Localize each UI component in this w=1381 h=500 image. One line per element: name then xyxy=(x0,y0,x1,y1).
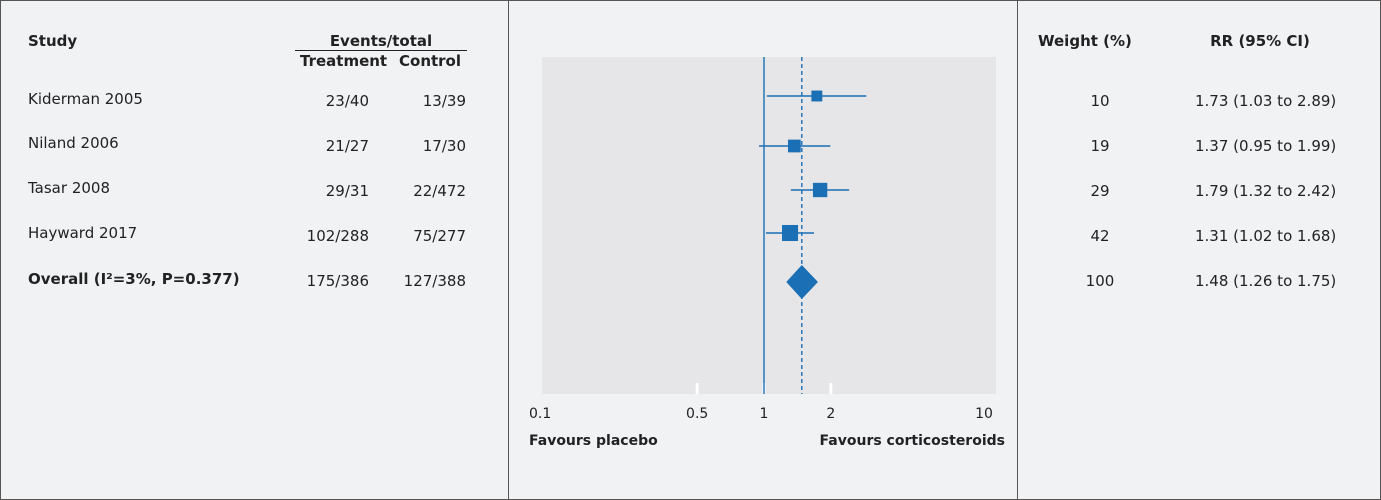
control-events: 17/30 xyxy=(422,137,466,155)
events-total-header: Events/total xyxy=(329,32,433,50)
weight-value: 10 xyxy=(1090,92,1110,110)
column-divider-right xyxy=(1017,0,1018,500)
control-header: Control xyxy=(399,52,462,70)
treatment-events: 21/27 xyxy=(325,137,369,155)
control-events: 75/277 xyxy=(413,227,466,245)
study-name: Kiderman 2005 xyxy=(28,90,143,108)
study-marker xyxy=(811,90,823,102)
weight-value: 19 xyxy=(1090,137,1110,155)
control-events: 22/472 xyxy=(413,182,466,200)
treatment-header: Treatment xyxy=(300,52,388,70)
x-tick-label: 0.5 xyxy=(686,406,709,422)
study-marker xyxy=(782,224,799,242)
rr-value: 1.37 (0.95 to 1.99) xyxy=(1195,137,1337,155)
treatment-events: 102/288 xyxy=(306,227,369,245)
study-name: Tasar 2008 xyxy=(28,179,110,197)
rr-value: 1.73 (1.03 to 2.89) xyxy=(1195,92,1337,110)
overall-label: Overall (I²=3%, P=0.377) xyxy=(28,270,240,288)
x-tick-label: 1 xyxy=(759,406,769,422)
plot-area xyxy=(542,57,996,394)
control-events: 127/388 xyxy=(403,272,466,290)
study-name: Niland 2006 xyxy=(28,134,119,152)
rr-value: 1.31 (1.02 to 1.68) xyxy=(1195,227,1337,245)
column-divider-left xyxy=(508,0,509,500)
favours-corticosteroids-label: Favours corticosteroids xyxy=(819,433,1005,449)
rr-value: 1.79 (1.32 to 2.42) xyxy=(1195,182,1337,200)
study-marker xyxy=(812,182,828,198)
control-events: 13/39 xyxy=(422,92,466,110)
x-tick-label: 10 xyxy=(975,406,993,422)
overall-diamond xyxy=(786,265,818,299)
treatment-events: 29/31 xyxy=(325,182,369,200)
treatment-events: 175/386 xyxy=(306,272,369,290)
x-tick-label: 0.1 xyxy=(529,406,552,422)
favours-placebo-label: Favours placebo xyxy=(529,433,658,449)
x-tick-label: 2 xyxy=(826,406,836,422)
treatment-events: 23/40 xyxy=(325,92,369,110)
weight-header: Weight (%) xyxy=(1038,32,1132,50)
weight-value: 29 xyxy=(1090,182,1110,200)
study-header: Study xyxy=(28,32,78,50)
rr-header: RR (95% CI) xyxy=(1210,32,1310,50)
study-marker xyxy=(787,139,801,153)
rr-value: 1.48 (1.26 to 1.75) xyxy=(1195,272,1337,290)
weight-value: 100 xyxy=(1085,272,1115,290)
weight-value: 42 xyxy=(1090,227,1110,245)
events-header-underline xyxy=(295,50,467,51)
study-name: Hayward 2017 xyxy=(28,224,138,242)
